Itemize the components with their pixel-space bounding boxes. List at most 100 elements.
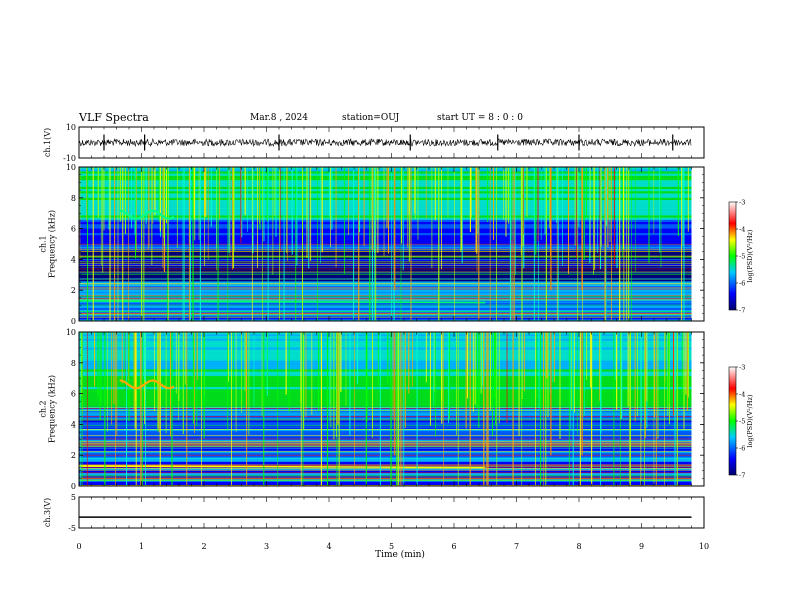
spectrogram-row xyxy=(79,453,692,456)
spectrogram-row xyxy=(79,239,692,243)
colorbar-tick-label: -6 xyxy=(739,280,745,288)
spectrogram-row xyxy=(79,235,692,238)
colorbar-tick-label: -3 xyxy=(739,199,745,207)
panel-frame xyxy=(78,166,705,322)
spectrogram-row xyxy=(79,263,692,267)
x-tick-label: 8 xyxy=(576,542,581,551)
spectrogram-row xyxy=(79,191,692,194)
spectrogram-row xyxy=(79,345,692,348)
y-axis-label: ch.3(V) xyxy=(43,498,52,527)
spectrogram-row xyxy=(79,305,692,309)
y-tick-label: -10 xyxy=(63,154,76,163)
spectrogram-row xyxy=(79,371,692,375)
spectrogram-row xyxy=(79,338,692,342)
spectrogram-row xyxy=(79,409,692,412)
spectrogram-row xyxy=(79,228,692,232)
spectrogram-row xyxy=(79,318,692,322)
panel-frame xyxy=(78,496,705,529)
spectrogram-row xyxy=(79,277,692,280)
spectrogram-row xyxy=(79,175,692,179)
spectrogram-row xyxy=(79,391,692,394)
spectrogram-row xyxy=(79,215,692,218)
panel-frame xyxy=(78,126,705,159)
spectrogram-row xyxy=(79,367,692,370)
spectrogram-row xyxy=(79,244,692,247)
spectrogram-row xyxy=(79,481,692,485)
spectrogram-row xyxy=(79,222,692,225)
spectrogram-row xyxy=(79,404,692,408)
spectrogram-row xyxy=(79,248,692,251)
spectrogram-row xyxy=(79,173,692,177)
chorus-emission xyxy=(119,209,175,220)
spectrogram-row xyxy=(79,354,692,357)
spectrogram-row xyxy=(79,230,692,234)
spectrogram-row xyxy=(79,167,692,170)
y-tick-label: 4 xyxy=(71,420,76,429)
x-tick-label: 4 xyxy=(326,542,331,551)
spectrogram-row xyxy=(79,193,692,196)
y-axis-label: ch.2 xyxy=(39,400,48,417)
spectrogram-row xyxy=(79,332,692,335)
spectrogram-row xyxy=(79,206,692,210)
spectrogram-row xyxy=(79,197,692,201)
figure-title: VLF Spectra xyxy=(79,111,149,124)
x-tick-label: 3 xyxy=(264,542,269,551)
spectrogram-row xyxy=(79,189,692,192)
spectrogram-row xyxy=(79,224,692,227)
spectrogram-row xyxy=(79,257,692,260)
spectrogram-row xyxy=(79,382,692,386)
x-axis-label: Time (min) xyxy=(375,549,425,560)
spectrogram-row xyxy=(79,439,692,443)
spectrogram-row xyxy=(79,349,692,353)
y-tick-label: 2 xyxy=(71,286,76,295)
spectrogram-row xyxy=(79,395,692,399)
spectrogram-row xyxy=(79,422,692,425)
spectrogram-row xyxy=(79,356,692,359)
y-tick-label: 4 xyxy=(71,255,76,264)
spectrogram-row xyxy=(79,299,692,302)
spectrogram-row xyxy=(79,457,692,460)
spectrogram-row xyxy=(79,340,692,344)
spectrogram-row xyxy=(79,475,692,478)
spectrogram-row xyxy=(79,211,692,214)
spectrogram-row xyxy=(79,431,692,434)
spectrogram-row xyxy=(79,413,692,416)
y-tick-label: 10 xyxy=(66,163,76,172)
spectrogram-row xyxy=(79,411,692,414)
spectrogram-row xyxy=(79,470,692,474)
spectrogram-row xyxy=(79,378,692,381)
spectrogram-row xyxy=(79,459,692,463)
date-label: Mar.8 , 2024 xyxy=(250,113,308,123)
spectrogram-row xyxy=(79,169,692,172)
spectrogram-row xyxy=(79,433,692,436)
y-tick-label: 10 xyxy=(66,328,76,337)
spectrogram-row xyxy=(79,400,692,403)
y-tick-label: 8 xyxy=(71,194,76,203)
spectrogram-row xyxy=(79,468,692,471)
spectrogram-row xyxy=(79,233,692,236)
y-tick-label: 5 xyxy=(71,493,76,502)
spectrogram-row xyxy=(79,417,692,421)
spectrogram-row xyxy=(79,455,692,458)
spectrogram-row xyxy=(79,316,692,320)
colorbar-gradient xyxy=(728,201,737,311)
spectrogram-row xyxy=(79,171,692,174)
spectrogram-row xyxy=(79,292,692,295)
spectrogram-row xyxy=(79,358,692,361)
y-tick-label: 6 xyxy=(71,225,76,234)
spectrogram-row xyxy=(79,393,692,397)
x-tick-label: 2 xyxy=(201,542,206,551)
ch2-colorbar: -3 -4 -5 -6 -7 log(PSD)(V²/Hz) xyxy=(728,364,754,480)
spectrogram-row xyxy=(79,213,692,216)
panel-frame xyxy=(78,331,705,487)
spectrogram-row xyxy=(79,446,692,449)
spectrogram-row xyxy=(79,402,692,405)
x-tick-label: 6 xyxy=(451,542,456,551)
spectrogram-row xyxy=(79,360,692,364)
spectrogram-row xyxy=(79,285,692,289)
spectrogram-row xyxy=(79,182,692,185)
spectrogram-row xyxy=(79,428,692,432)
spectrogram-row xyxy=(79,219,692,223)
y-axis-label: Frequency (kHz) xyxy=(48,375,57,443)
spectrogram-row xyxy=(79,180,692,183)
